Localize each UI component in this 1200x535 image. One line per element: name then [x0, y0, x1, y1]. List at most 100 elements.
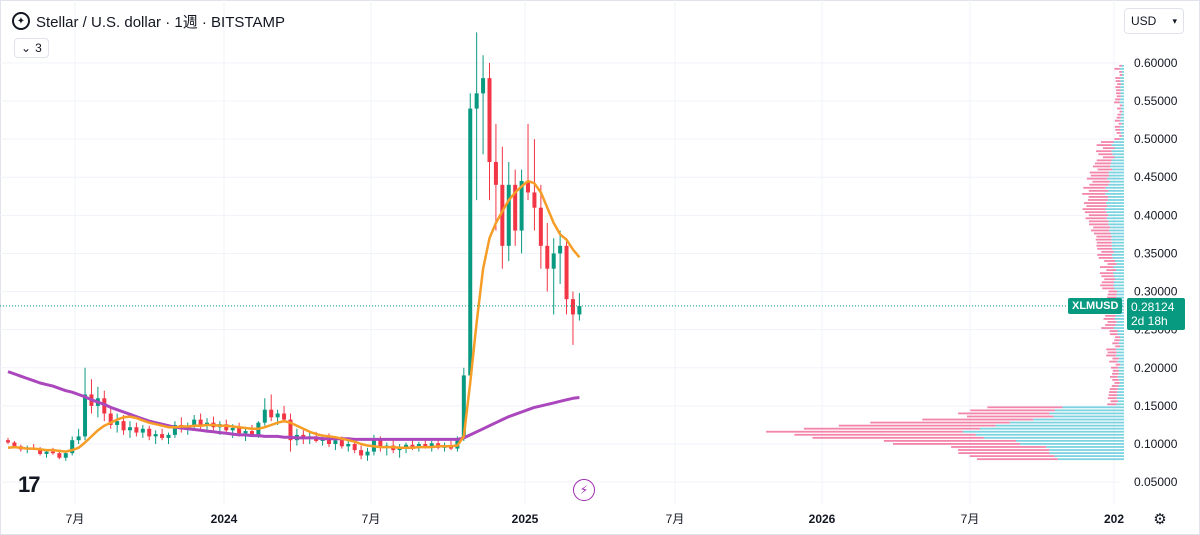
- volume-profile-bar-up: [1120, 89, 1124, 91]
- volume-profile-bar-up: [1105, 208, 1124, 210]
- volume-profile-bar-up: [1110, 166, 1124, 168]
- candle: [436, 439, 440, 449]
- volume-profile-bar-up: [1120, 102, 1124, 104]
- volume-profile-bar-up: [1117, 263, 1124, 265]
- volume-profile-bar-down: [1083, 208, 1106, 210]
- volume-profile-bar-down: [1103, 147, 1115, 149]
- volume-profile-bar-down: [1100, 272, 1113, 274]
- candle-body: [147, 429, 151, 437]
- gear-icon[interactable]: ⚙: [1151, 510, 1169, 528]
- volume-profile-bar-up: [1115, 278, 1124, 280]
- volume-profile-bar-down: [1119, 123, 1122, 125]
- lightning-icon[interactable]: ⚡: [573, 479, 595, 501]
- volume-profile-bar-down: [1094, 233, 1110, 235]
- volume-profile-bar-down: [987, 406, 1062, 408]
- volume-profile-bar-down: [1119, 135, 1122, 137]
- candle: [64, 452, 68, 461]
- volume-profile-bar-down: [1096, 150, 1111, 152]
- volume-profile-bar-up: [1116, 269, 1124, 271]
- volume-profile-bar-up: [1108, 220, 1124, 222]
- volume-profile-bar-up: [1046, 446, 1124, 448]
- volume-profile-bar-up: [1118, 400, 1124, 402]
- volume-profile-bar-down: [1117, 95, 1121, 97]
- candle: [552, 238, 556, 314]
- volume-profile-bar-down: [1114, 382, 1119, 384]
- candle-body: [532, 192, 536, 207]
- candle: [128, 421, 132, 438]
- volume-profile-bar-down: [958, 452, 1049, 454]
- candle-body: [237, 428, 241, 433]
- candle: [147, 426, 151, 440]
- volume-profile-bar-down: [794, 434, 975, 436]
- volume-profile-bar-up: [1105, 193, 1124, 195]
- volume-profile-bar-down: [1101, 327, 1114, 329]
- volume-profile-bar-down: [1110, 330, 1118, 332]
- tradingview-logo-icon[interactable]: 17: [18, 472, 38, 498]
- volume-profile-bar-down: [922, 419, 1033, 421]
- currency-label: USD: [1131, 14, 1156, 28]
- volume-profile-bar-down: [1112, 342, 1118, 344]
- candle-body: [494, 162, 498, 185]
- volume-profile-bar-down: [1089, 196, 1108, 198]
- volume-profile-bar-up: [1116, 348, 1124, 350]
- candle-body: [481, 78, 485, 93]
- x-tick-label: 202: [1104, 512, 1124, 526]
- volume-profile-bar-down: [1089, 190, 1108, 192]
- indicator-count: 3: [35, 41, 42, 55]
- volume-profile-bar-up: [1116, 315, 1124, 317]
- volume-profile-bar-up: [1111, 239, 1124, 241]
- volume-profile-bar-up: [1108, 214, 1124, 216]
- candle-body: [115, 421, 119, 425]
- candle-body: [468, 109, 472, 376]
- volume-profile-bar-down: [1115, 336, 1120, 338]
- indicator-collapse-button[interactable]: ⌄ 3: [14, 38, 49, 58]
- volume-profile-bar-down: [1089, 220, 1108, 222]
- volume-profile-bar-up: [1016, 440, 1124, 442]
- volume-profile-bar-up: [1107, 205, 1124, 207]
- candle-body: [359, 450, 363, 455]
- candle: [167, 433, 171, 444]
- volume-profile-bar-down: [1114, 339, 1119, 341]
- volume-profile-bar-up: [1115, 260, 1124, 262]
- candle: [513, 170, 517, 246]
- volume-profile-bar-up: [1120, 336, 1124, 338]
- candle-body: [558, 246, 562, 254]
- volume-profile-bar-up: [1049, 452, 1124, 454]
- currency-selector[interactable]: USD ▾: [1124, 8, 1184, 34]
- volume-profile-bar-up: [1111, 162, 1124, 164]
- candle: [6, 438, 10, 444]
- volume-profile-bar-up: [1109, 175, 1124, 177]
- candle-body: [134, 427, 138, 432]
- volume-profile-bar-down: [1116, 89, 1120, 91]
- candle-body: [154, 434, 158, 436]
- volume-profile-bar-down: [1105, 315, 1115, 317]
- volume-profile-bar-down: [1104, 318, 1115, 320]
- volume-profile-bar-up: [1120, 382, 1124, 384]
- candle-body: [276, 414, 280, 418]
- volume-profile-bar-up: [1117, 361, 1124, 363]
- volume-profile-bar-up: [1121, 117, 1124, 119]
- candle: [468, 93, 472, 379]
- symbol-title[interactable]: Stellar / U.S. dollar · 1週 · BITSTAMP: [36, 11, 285, 32]
- volume-profile-bar-up: [1120, 86, 1124, 88]
- volume-profile-bar-up: [1112, 248, 1124, 250]
- volume-profile-bar-down: [1089, 184, 1108, 186]
- volume-profile-bar-up: [1120, 77, 1124, 79]
- volume-profile-bar-down: [1089, 214, 1108, 216]
- volume-profile-bar-down: [1106, 348, 1116, 350]
- volume-profile-bar-down: [1106, 355, 1116, 357]
- volume-profile-bar-up: [1117, 291, 1124, 293]
- volume-profile-bar-down: [1112, 379, 1118, 381]
- volume-profile-bar-up: [1108, 223, 1124, 225]
- volume-profile-bar-up: [1055, 409, 1124, 411]
- volume-profile-bar-down: [951, 446, 1046, 448]
- volume-profile-bar-up: [1110, 227, 1124, 229]
- candle-body: [565, 246, 569, 299]
- volume-profile-bar-down: [1100, 284, 1113, 286]
- volume-profile-bar-up: [1116, 355, 1124, 357]
- volume-profile-bar-up: [1115, 318, 1124, 320]
- volume-profile-bar-down: [1097, 242, 1112, 244]
- y-tick-label: 0.50000: [1134, 132, 1178, 146]
- volume-profile-bar-down: [1104, 278, 1115, 280]
